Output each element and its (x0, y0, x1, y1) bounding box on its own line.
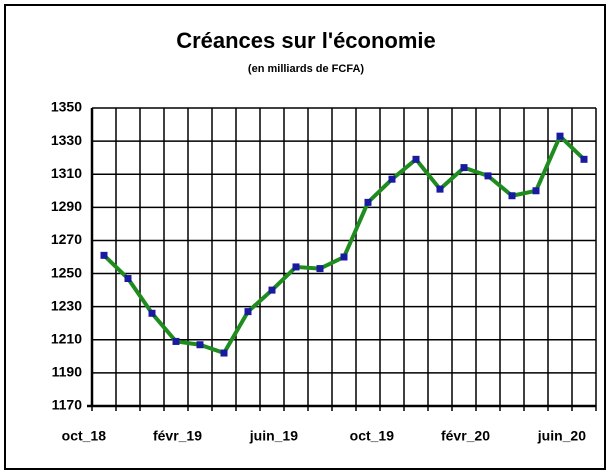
chart-subtitle: (en milliards de FCFA) (248, 63, 364, 75)
point-marker (556, 132, 564, 140)
y-tick-label: 1170 (52, 397, 83, 413)
point-marker (508, 192, 516, 200)
point-marker (580, 155, 588, 163)
x-tick-label: juin_20 (537, 428, 586, 444)
point-marker (460, 164, 468, 172)
point-marker (244, 308, 252, 316)
x-tick-label: juin_19 (249, 428, 298, 444)
y-tick-label: 1290 (51, 198, 82, 214)
point-marker (412, 155, 420, 163)
chart-title: Créances sur l'économie (176, 28, 436, 53)
point-marker (172, 337, 180, 345)
point-marker (484, 172, 492, 180)
point-marker (124, 275, 132, 283)
y-tick-label: 1310 (51, 165, 82, 181)
point-marker (196, 341, 204, 349)
point-marker (316, 265, 324, 273)
chart-frame (4, 4, 606, 470)
y-tick-label: 1230 (51, 297, 82, 313)
point-marker (532, 187, 540, 195)
x-tick-label: oct_19 (350, 428, 395, 444)
y-tick-label: 1250 (51, 264, 82, 280)
point-marker (436, 185, 444, 193)
point-marker (340, 253, 348, 261)
y-tick-label: 1210 (51, 330, 82, 346)
x-tick-label: févr_20 (441, 428, 490, 444)
point-marker (388, 175, 396, 183)
point-marker (100, 251, 108, 259)
point-marker (148, 309, 156, 317)
point-marker (364, 198, 372, 206)
point-marker (292, 263, 300, 271)
x-tick-label: févr_19 (153, 428, 202, 444)
y-tick-label: 1270 (51, 231, 82, 247)
point-marker (220, 349, 228, 357)
y-tick-label: 1350 (51, 99, 82, 115)
x-tick-label: oct_18 (62, 428, 107, 444)
y-tick-label: 1330 (51, 132, 82, 148)
y-tick-label: 1190 (52, 364, 83, 380)
point-marker (268, 286, 276, 294)
